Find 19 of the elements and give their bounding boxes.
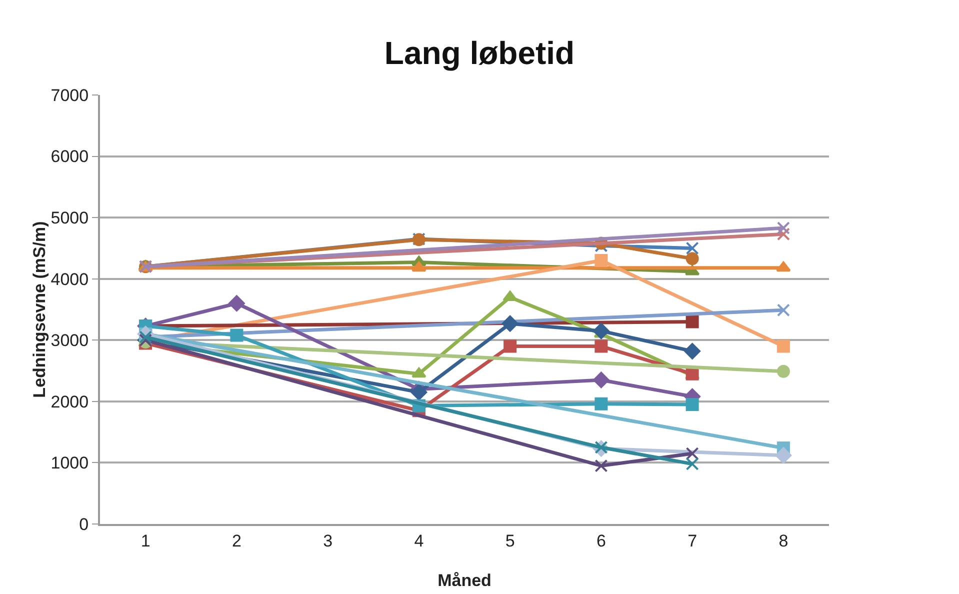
x-tick-label: 2 <box>232 531 242 550</box>
x-tick-label: 8 <box>778 531 788 550</box>
x-tick-label: 7 <box>688 531 698 550</box>
y-tick-label: 4000 <box>50 270 89 289</box>
y-tick-label: 7000 <box>50 86 89 105</box>
y-tick-label: 1000 <box>50 454 89 473</box>
x-tick-label: 3 <box>323 531 333 550</box>
chart-title: Lang løbetid <box>384 34 575 71</box>
y-tick-label: 5000 <box>50 208 89 228</box>
x-tick-label: 1 <box>140 531 150 550</box>
x-tick-label: 4 <box>414 531 424 550</box>
y-tick-label: 6000 <box>50 147 89 166</box>
y-tick-label: 3000 <box>50 331 89 350</box>
x-tick-label: 6 <box>596 531 606 550</box>
y-axis-title: Ledningsevne (mS/m) <box>30 221 49 398</box>
y-tick-label: 2000 <box>50 392 89 412</box>
x-tick-label: 5 <box>505 531 515 550</box>
y-tick-label: 0 <box>79 514 89 534</box>
x-axis-title: Måned <box>438 571 492 590</box>
